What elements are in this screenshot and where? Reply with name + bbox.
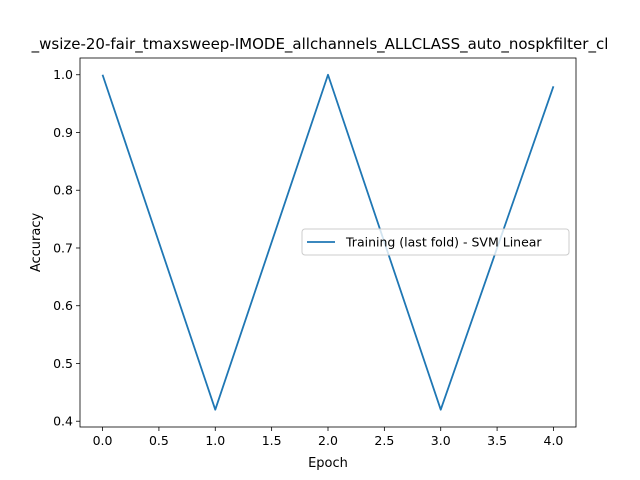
y-tick-label: 0.6 (53, 298, 73, 313)
y-axis-ticks: 0.4 0.5 0.6 0.7 0.8 0.9 1.0 (53, 67, 80, 429)
y-tick-label: 1.0 (53, 67, 73, 82)
y-tick-label: 0.5 (53, 356, 73, 371)
y-tick-label: 0.4 (53, 414, 73, 429)
x-tick-label: 0.0 (93, 433, 113, 448)
legend-entry-label: Training (last fold) - SVM Linear (345, 235, 542, 250)
y-tick-label: 0.9 (53, 125, 73, 140)
x-tick-label: 0.5 (149, 433, 169, 448)
x-tick-label: 2.0 (318, 433, 338, 448)
x-axis-ticks: 0.0 0.5 1.0 1.5 2.0 2.5 3.0 3.5 4.0 (93, 427, 564, 448)
x-tick-label: 1.0 (205, 433, 225, 448)
chart-title: _wsize-20-fair_tmaxsweep-IMODE_allchanne… (31, 35, 609, 54)
series-layer (101, 73, 555, 411)
x-axis-label: Epoch (308, 456, 348, 471)
x-tick-label: 2.5 (374, 433, 394, 448)
y-axis-label: Accuracy (29, 213, 44, 273)
x-tick-label: 4.0 (544, 433, 564, 448)
y-tick-label: 0.7 (53, 240, 73, 255)
legend: Training (last fold) - SVM Linear (301, 228, 570, 256)
x-tick-label: 3.5 (487, 433, 507, 448)
x-tick-label: 1.5 (262, 433, 282, 448)
y-tick-label: 0.8 (53, 183, 73, 198)
x-tick-label: 3.0 (431, 433, 451, 448)
plot-frame (79, 57, 577, 428)
legend-box (301, 228, 570, 256)
